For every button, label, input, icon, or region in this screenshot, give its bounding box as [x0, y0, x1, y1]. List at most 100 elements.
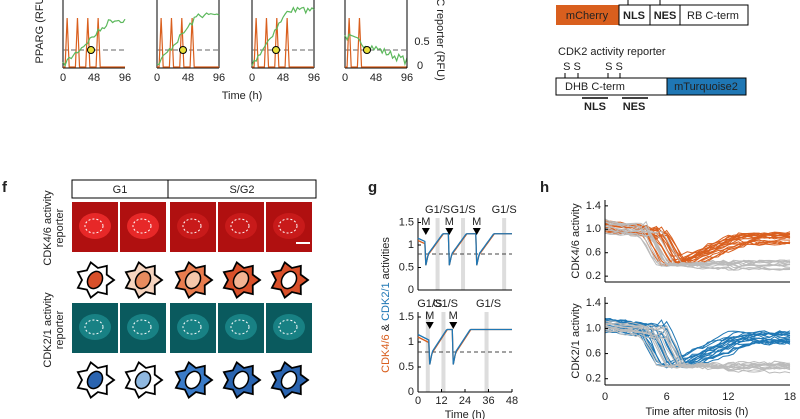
- nucleus-icon: [86, 270, 104, 290]
- phase-band: [484, 312, 489, 392]
- marker: [87, 46, 95, 54]
- row-label: reporter: [54, 208, 66, 247]
- x-tick-label: 48: [88, 72, 100, 84]
- trace: [252, 17, 314, 68]
- axis-label-part: CDK4/6: [380, 334, 392, 373]
- y-tick-label: 1.4: [586, 297, 601, 309]
- y-tick-label: 0.6: [586, 247, 601, 259]
- trace-grey: [604, 322, 791, 367]
- event-label: M: [472, 216, 481, 228]
- trace: [63, 17, 125, 68]
- trace-grey: [604, 327, 791, 369]
- micrograph: [72, 303, 118, 353]
- nucleus-outline: [182, 319, 202, 335]
- event-label: G1/S: [492, 204, 517, 216]
- trace-grey: [604, 221, 791, 271]
- axis-label: /C reporter (RFU): [434, 0, 446, 81]
- box: [556, 5, 619, 25]
- x-tick-label: 12: [722, 391, 734, 403]
- arrowhead: [445, 228, 454, 235]
- site-label: S S: [605, 61, 623, 73]
- trace: [604, 228, 791, 264]
- micrograph: [170, 202, 216, 252]
- y-tick-label: 1.0: [586, 322, 601, 334]
- trace-grey: [604, 321, 791, 374]
- micrograph: [170, 303, 216, 353]
- x-tick-label: 0: [415, 395, 421, 407]
- box: [618, 4, 749, 26]
- nucleus-outline: [230, 218, 250, 234]
- y-tick-label: 1: [408, 336, 414, 348]
- x-tick-label: 36: [482, 395, 494, 407]
- arrowhead: [472, 228, 481, 235]
- nucleus-icon: [184, 370, 202, 390]
- trace: [604, 329, 791, 369]
- axis-label: CDK4/6 activity: [570, 203, 582, 279]
- trace-grey: [604, 225, 791, 271]
- marker: [179, 46, 187, 54]
- y-tick-label: 0: [417, 60, 423, 72]
- box-label: RB C-term: [687, 10, 739, 22]
- trace-grey: [604, 322, 791, 369]
- marker: [363, 46, 371, 54]
- trace: [157, 17, 219, 68]
- marker: [272, 46, 280, 54]
- panel-letter: h: [540, 179, 549, 196]
- nucleus-outline: [230, 319, 250, 335]
- phase-band: [435, 218, 440, 290]
- x-tick-label: 48: [182, 72, 194, 84]
- nucleus-outline: [132, 218, 152, 234]
- axis-label-part: activities: [380, 237, 392, 283]
- nucleus-icon: [134, 270, 152, 290]
- arrowhead: [421, 228, 430, 235]
- box-label: NES: [623, 101, 646, 113]
- x-tick-label: 24: [459, 395, 471, 407]
- cell-glow: [79, 213, 111, 239]
- y-tick-label: 1: [408, 239, 414, 251]
- box-label: DHB C-term: [565, 81, 625, 93]
- x-tick-label: 0: [602, 391, 608, 403]
- y-tick-label: 1.4: [586, 200, 601, 212]
- trace: [417, 233, 512, 266]
- row-label: CDK4/6 activity: [42, 190, 54, 266]
- micrograph: [120, 303, 166, 353]
- nucleus-outline: [84, 218, 104, 234]
- axis-label: CDK2/1 activity: [570, 303, 582, 379]
- trace: [604, 318, 791, 366]
- x-tick-label: 12: [435, 395, 447, 407]
- nucleus-icon: [280, 370, 298, 390]
- x-tick-label: 48: [277, 72, 289, 84]
- x-tick-label: 48: [506, 395, 518, 407]
- x-tick-label: 0: [60, 72, 66, 84]
- cell-glow: [127, 314, 159, 340]
- trace-grey: [604, 224, 791, 267]
- box-label: NLS: [623, 10, 645, 22]
- y-tick-label: 1.5: [399, 311, 414, 323]
- event-label: G1/S: [417, 298, 442, 310]
- row-label: CDK2/1 activity: [42, 292, 54, 368]
- panel-letter: g: [368, 179, 377, 196]
- event-label: M: [445, 216, 454, 228]
- x-tick-label: 96: [213, 72, 225, 84]
- phase-label: G1: [113, 184, 128, 196]
- box: [167, 179, 317, 199]
- x-tick-label: 6: [664, 391, 670, 403]
- nucleus-icon: [184, 270, 202, 290]
- x-tick-label: 0: [342, 72, 348, 84]
- nucleus-icon: [86, 370, 104, 390]
- nucleus-icon: [134, 370, 152, 390]
- cell-glow: [225, 314, 257, 340]
- event-label: G1/S: [476, 298, 501, 310]
- trace: [344, 33, 408, 67]
- box-label: NES: [654, 10, 677, 22]
- y-tick-label: 1.5: [399, 216, 414, 228]
- nucleus-outline: [84, 319, 104, 335]
- nucleus-outline: [278, 319, 298, 335]
- y-tick-label: 0.6: [586, 347, 601, 359]
- axis-label: Time (h): [445, 409, 486, 419]
- axis-label: PPARG (RFU: [34, 0, 46, 64]
- nucleus-outline: [278, 218, 298, 234]
- axis-label: Time after mitosis (h): [646, 406, 749, 418]
- x-tick-label: 96: [119, 72, 131, 84]
